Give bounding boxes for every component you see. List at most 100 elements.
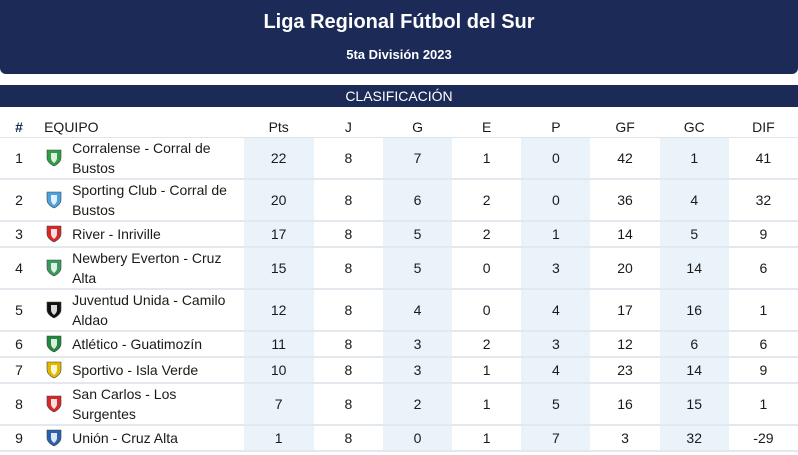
table-row[interactable]: 5 Juventud Unida - Camilo Aldao 12 8 4 0 4 17 16… [0,289,798,331]
team-name[interactable]: River - Inriville [72,226,161,242]
pts-cell: 11 [243,331,314,357]
blue-white-shield-icon [46,429,62,447]
table-row[interactable]: 2 Sporting Club - Corral de Bustos 20 8 6 2 0 3… [0,179,798,221]
team-cell[interactable]: San Carlos - Los Surgentes [38,383,244,425]
position-cell: 3 [15,226,23,242]
position-cell: 1 [15,150,23,166]
j-cell: 8 [344,362,353,378]
p-cell: 3 [521,331,591,357]
red-band-shield-icon [46,225,62,243]
league-title: Liga Regional Fútbol del Sur [263,11,535,33]
e-cell: 2 [482,336,491,352]
gc-cell: 14 [659,357,729,383]
sky-blue-shield-icon [46,191,62,209]
green-round-crest-icon [46,259,62,277]
position-cell: 5 [15,302,23,318]
position-cell: 9 [15,430,23,446]
gf-cell: 16 [617,396,633,412]
g-cell: 6 [382,179,453,221]
team-name[interactable]: Newbery Everton - Cruz Alta [72,250,222,286]
gf-cell: 12 [617,336,633,352]
dif-cell: 1 [759,302,768,318]
gc-cell: 1 [659,137,729,179]
team-name[interactable]: Juventud Unida - Camilo Aldao [72,292,226,328]
dif-cell: 9 [759,362,768,378]
e-cell: 0 [482,302,491,318]
yellow-black-shield-icon [46,361,62,379]
dif-cell: 32 [755,192,772,208]
table-row[interactable]: 1 Corralense - Corral de Bustos 22 8 7 1 0 42 1 4… [0,137,798,180]
gf-cell: 36 [617,192,633,208]
g-cell: 3 [382,357,453,383]
gc-cell: 6 [659,331,729,357]
team-cell[interactable]: Juventud Unida - Camilo Aldao [38,289,244,331]
column-header-j[interactable]: J [313,116,383,138]
team-name[interactable]: San Carlos - Los Surgentes [72,386,177,422]
team-name[interactable]: Corralense - Corral de Bustos [72,140,211,176]
e-cell: 2 [482,226,491,242]
column-header-pos[interactable]: # [0,116,39,138]
pts-cell: 1 [243,425,314,451]
team-cell[interactable]: Atlético - Guatimozín [38,331,244,357]
black-white-shield-icon [46,301,62,319]
p-cell: 1 [521,221,591,247]
team-cell[interactable]: Newbery Everton - Cruz Alta [38,247,244,289]
j-cell: 8 [344,226,353,242]
column-header-p[interactable]: P [521,116,591,138]
position-cell: 6 [15,336,23,352]
team-cell[interactable]: River - Inriville [38,221,244,247]
p-cell: 0 [521,137,591,179]
dif-cell: 6 [759,336,768,352]
gf-cell: 14 [617,226,633,242]
p-cell: 7 [521,425,591,451]
j-cell: 8 [344,260,353,276]
gf-cell: 42 [617,150,633,166]
team-name[interactable]: Atlético - Guatimozín [72,336,203,352]
team-cell[interactable]: Unión - Cruz Alta [38,425,244,451]
column-header-e[interactable]: E [452,116,522,138]
j-cell: 8 [344,192,353,208]
e-cell: 1 [482,362,491,378]
dif-cell: 9 [759,226,768,242]
table-row[interactable]: 6 Atlético - Guatimozín 11 8 3 2 3 12 6 6 [0,331,798,357]
e-cell: 0 [482,260,491,276]
pts-cell: 10 [243,357,314,383]
column-header-pts[interactable]: Pts [243,116,314,138]
team-cell[interactable]: Sporting Club - Corral de Bustos [38,179,244,221]
table-row[interactable]: 4 Newbery Everton - Cruz Alta 15 8 5 0 3 20 14 6 [0,247,798,289]
table-row[interactable]: 8 San Carlos - Los Surgentes 7 8 2 1 5 16 15 1 [0,383,798,425]
standings-section-label: CLASIFICACIÓN [0,85,798,107]
j-cell: 8 [344,396,353,412]
g-cell: 2 [382,383,453,425]
e-cell: 2 [482,192,491,208]
e-cell: 1 [482,150,491,166]
gf-cell: 3 [621,430,629,446]
p-cell: 3 [521,247,591,289]
standings-table: # EQUIPO Pts J G E P GF GC DIF 1 Corralen… [0,116,798,452]
team-name[interactable]: Sporting Club - Corral de Bustos [72,182,227,218]
table-row[interactable]: 3 River - Inriville 17 8 5 2 1 14 5 9 [0,221,798,247]
table-row[interactable]: 9 Unión - Cruz Alta 1 8 0 1 7 3 32 -29 [0,425,798,451]
j-cell: 8 [344,302,353,318]
league-subtitle: 5ta División 2023 [346,47,452,62]
column-header-gc[interactable]: GC [659,116,729,138]
g-cell: 5 [382,221,453,247]
position-cell: 2 [15,192,23,208]
gc-cell: 15 [659,383,729,425]
team-name[interactable]: Sportivo - Isla Verde [72,362,199,378]
g-cell: 7 [382,137,453,179]
team-cell[interactable]: Sportivo - Isla Verde [38,357,244,383]
column-header-gf[interactable]: GF [590,116,660,138]
column-header-dif[interactable]: DIF [728,116,798,138]
p-cell: 4 [521,357,591,383]
column-header-g[interactable]: G [382,116,453,138]
pts-cell: 12 [243,289,314,331]
p-cell: 0 [521,179,591,221]
column-header-team[interactable]: EQUIPO [38,116,244,138]
league-header: Liga Regional Fútbol del Sur 5ta Divisió… [0,0,798,74]
team-name[interactable]: Unión - Cruz Alta [72,430,178,446]
team-cell[interactable]: Corralense - Corral de Bustos [38,138,244,180]
table-row[interactable]: 7 Sportivo - Isla Verde 10 8 3 1 4 23 14 9 [0,357,798,383]
pts-cell: 15 [243,247,314,289]
g-cell: 4 [382,289,453,331]
